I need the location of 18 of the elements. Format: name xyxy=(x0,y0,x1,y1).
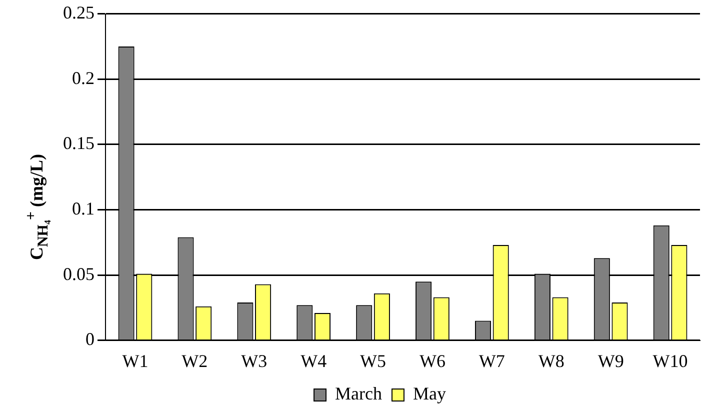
x-tick-label: W6 xyxy=(419,350,446,371)
x-tick-label: W5 xyxy=(360,350,386,371)
x-tick-label: W10 xyxy=(652,350,688,371)
x-tick-label: W7 xyxy=(478,350,505,371)
y-tick-label: 0.15 xyxy=(63,133,94,154)
x-tick-label: W2 xyxy=(182,350,208,371)
y-tick-label: 0.1 xyxy=(72,198,94,218)
legend-label: March xyxy=(335,384,382,404)
y-tick-label: 0.25 xyxy=(63,2,94,23)
x-tick-label: W3 xyxy=(241,350,268,371)
y-tick-label: 0.05 xyxy=(63,264,94,284)
legend-label: May xyxy=(412,384,446,404)
y-tick-label: 0 xyxy=(86,329,94,350)
x-tick-label: W4 xyxy=(300,350,327,371)
x-tick-label: W1 xyxy=(122,350,148,371)
x-tick-label: W8 xyxy=(538,350,564,371)
x-tick-label: W9 xyxy=(598,350,624,371)
y-tick-label: 0.2 xyxy=(72,68,94,88)
